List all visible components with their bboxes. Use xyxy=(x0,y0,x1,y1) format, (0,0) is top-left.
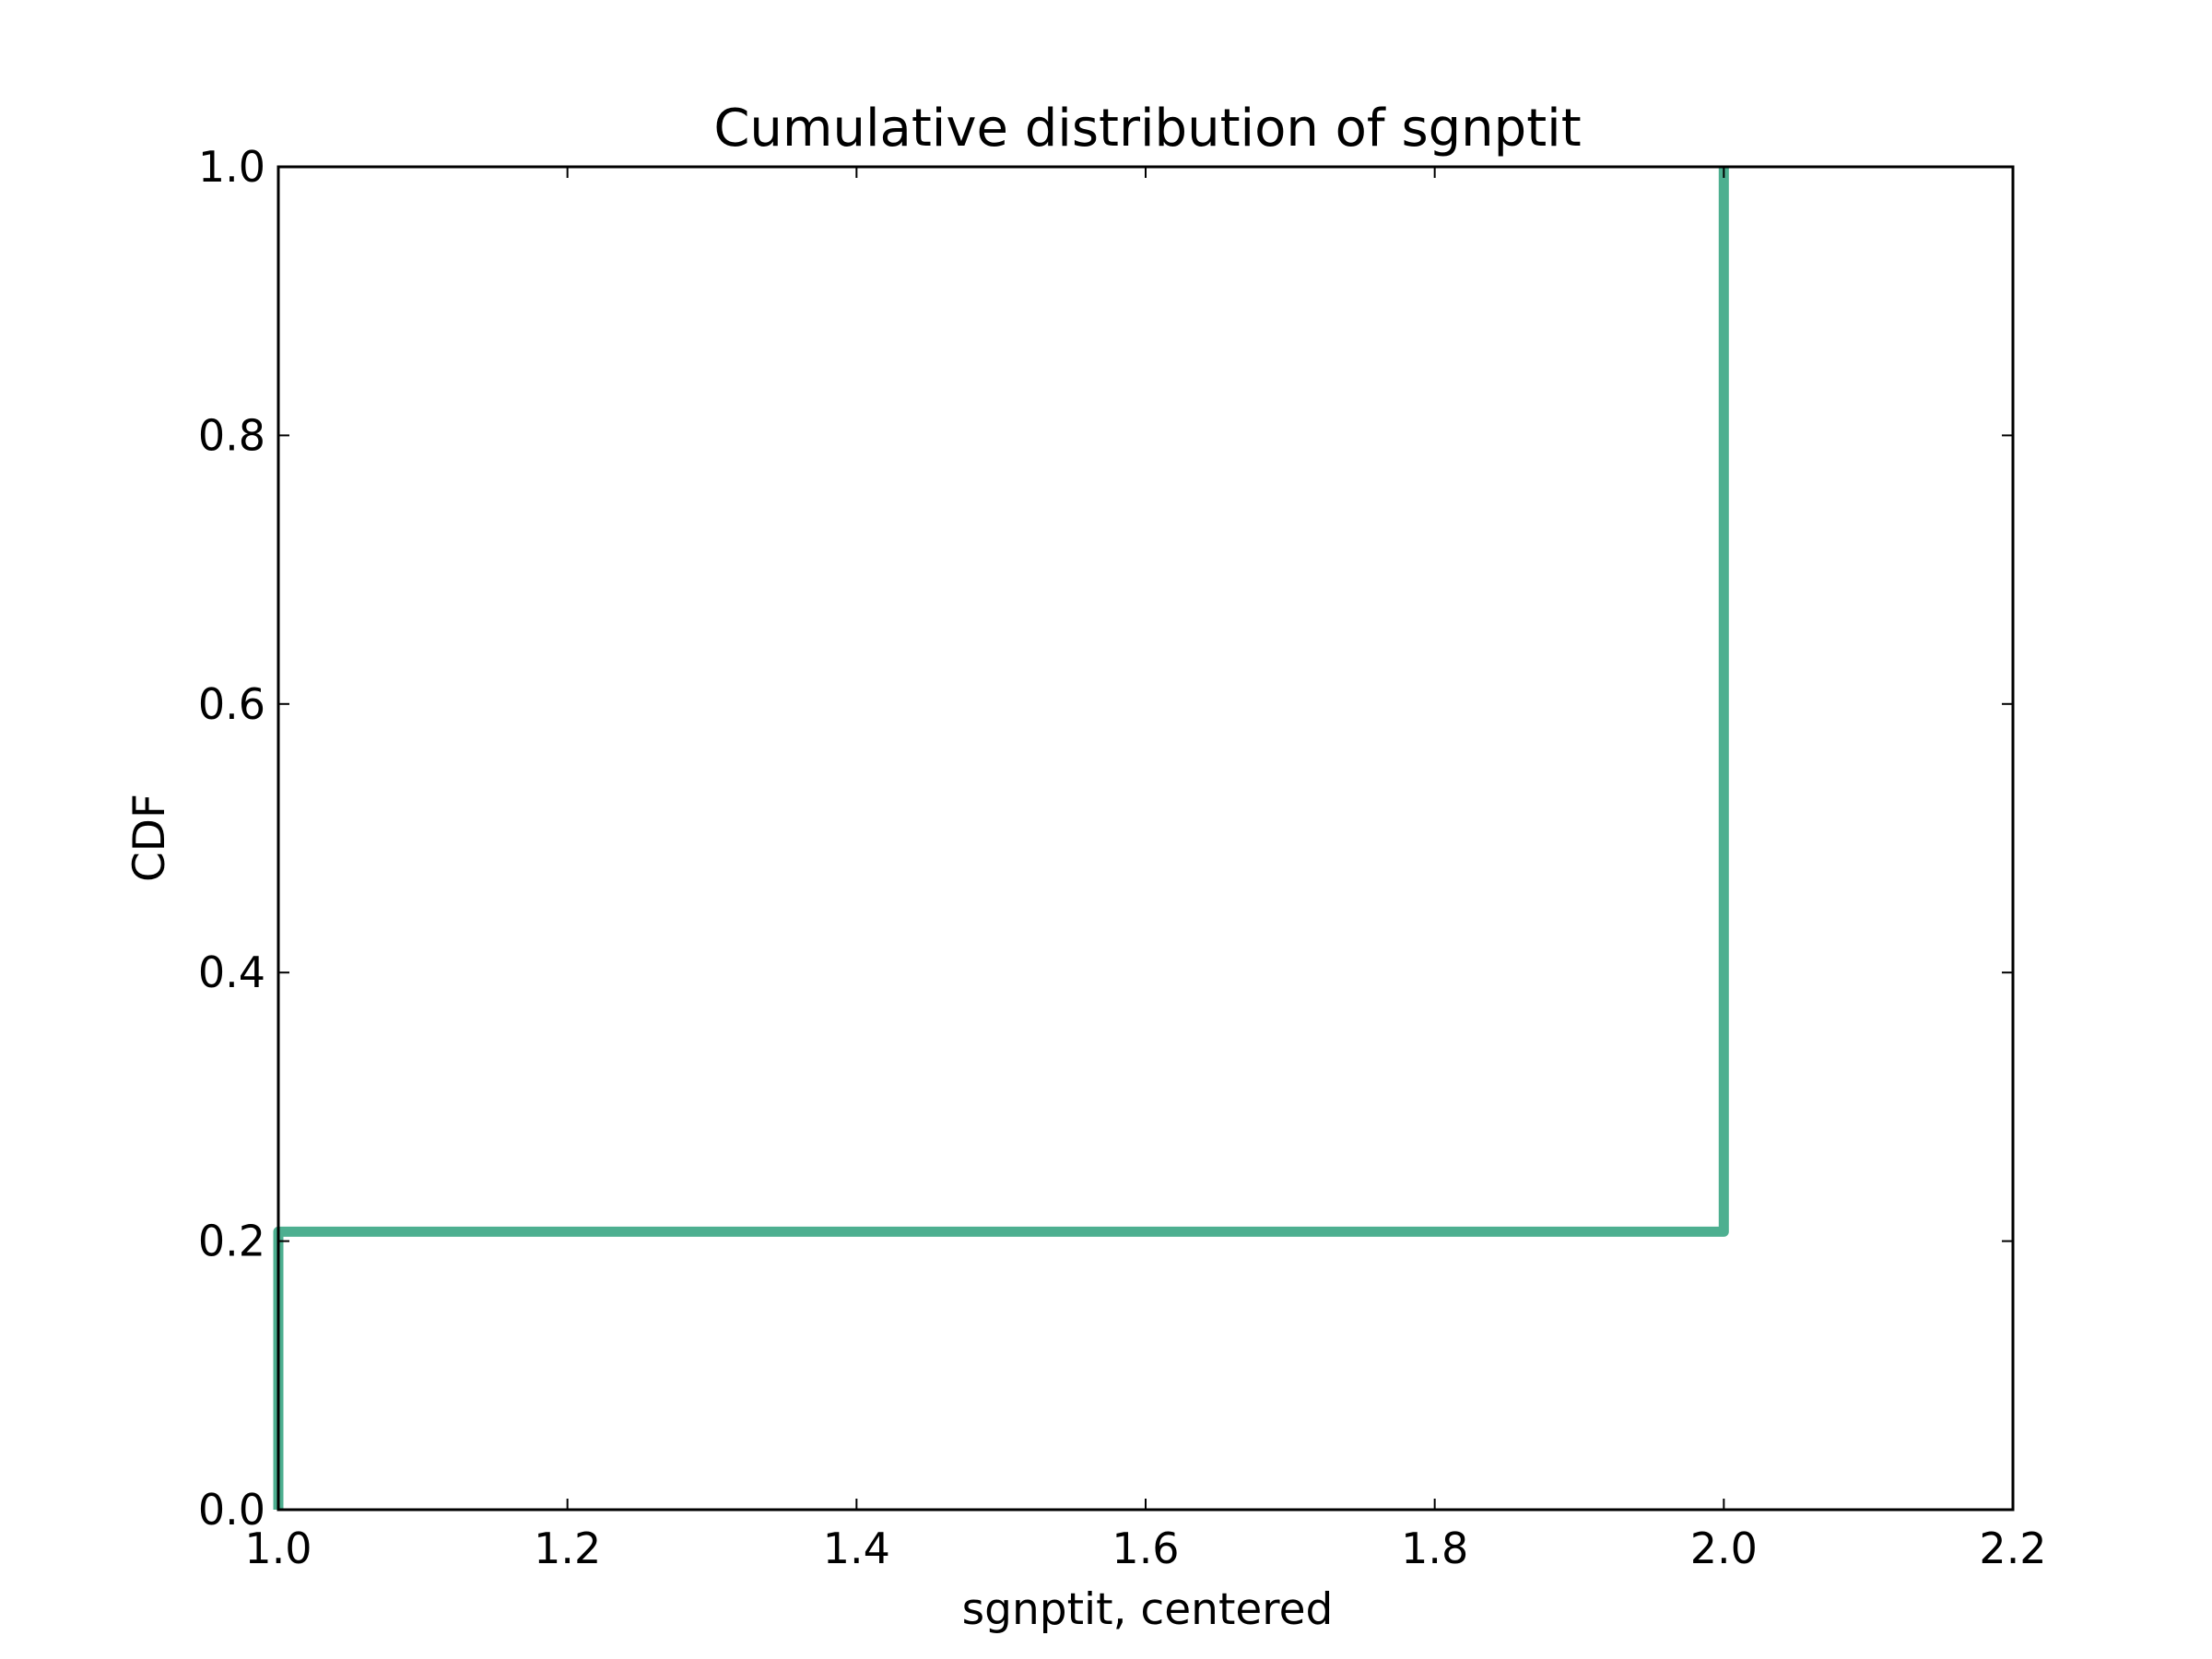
plot-frame xyxy=(276,165,2015,1512)
y-tick-label: 0.8 xyxy=(198,410,265,460)
y-tick-label: 0.4 xyxy=(198,947,265,997)
cdf-series-line xyxy=(273,167,1729,1510)
x-tick-label: 1.8 xyxy=(1401,1524,1468,1573)
y-axis-label: CDF xyxy=(124,794,175,882)
x-tick-label: 1.0 xyxy=(244,1524,312,1573)
x-axis: 1.0 1.2 1.4 1.6 1.8 2.0 2.2 xyxy=(244,167,2047,1573)
y-tick-label: 0.0 xyxy=(198,1485,265,1535)
y-tick-label: 0.2 xyxy=(198,1217,265,1266)
x-tick-label: 1.2 xyxy=(534,1524,601,1573)
y-tick-label: 0.6 xyxy=(198,679,265,729)
x-tick-label: 1.6 xyxy=(1112,1524,1179,1573)
chart-title: Cumulative distribution of sgnptit xyxy=(713,99,1581,159)
x-tick-label: 1.4 xyxy=(823,1524,890,1573)
x-tick-label: 2.0 xyxy=(1690,1524,1758,1573)
y-tick-label: 1.0 xyxy=(198,142,265,192)
y-axis: 0.0 0.2 0.4 0.6 0.8 1.0 xyxy=(198,142,2013,1535)
x-tick-label: 2.2 xyxy=(1979,1524,2046,1573)
plot-area xyxy=(273,167,1729,1510)
x-axis-label: sgnptit, centered xyxy=(962,1584,1334,1635)
